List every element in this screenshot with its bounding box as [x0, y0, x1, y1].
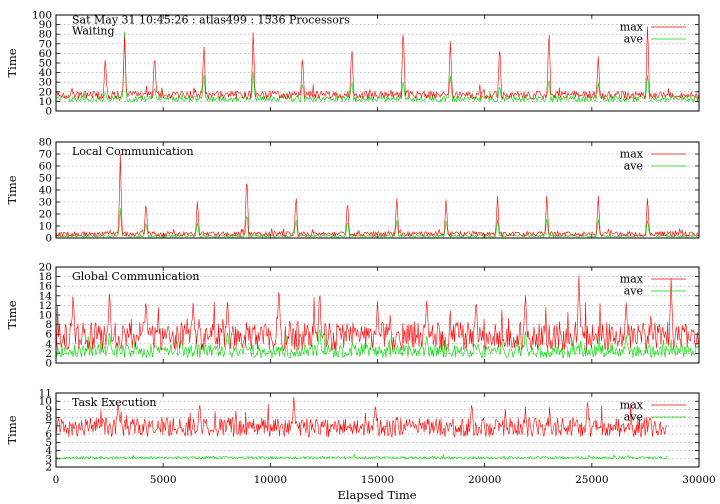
y-tick-label: 2 — [45, 348, 52, 360]
y-tick-label: 18 — [39, 271, 52, 283]
y-tick-label: 70 — [39, 38, 52, 50]
y-tick-label: 80 — [39, 137, 52, 149]
y-tick-label: 60 — [39, 48, 52, 60]
y-tick-label: 14 — [39, 290, 53, 302]
x-tick-label: 0 — [53, 474, 60, 486]
y-tick-label: 2 — [45, 462, 52, 474]
y-tick-label: 0 — [45, 106, 52, 118]
series-line-max — [56, 397, 668, 439]
y-tick-label: 4 — [45, 338, 52, 350]
y-tick-label: 7 — [45, 420, 52, 432]
legend-label-ave: ave — [624, 411, 643, 424]
x-tick-label: 5000 — [150, 474, 177, 486]
y-tick-label: 80 — [39, 29, 52, 41]
x-axis-label: Elapsed Time — [337, 488, 416, 502]
x-tick-label: 30000 — [682, 474, 715, 486]
plot-frame — [55, 392, 700, 468]
y-tick-label: 20 — [39, 86, 52, 98]
y-tick-label: 6 — [45, 329, 52, 341]
series-line-max — [56, 153, 699, 238]
plot-frame — [55, 266, 700, 364]
legend-label-max: max — [620, 273, 644, 286]
series-line-max — [56, 26, 699, 100]
y-tick-label: 30 — [39, 77, 52, 89]
plot-frame — [55, 141, 700, 239]
y-tick-label: 16 — [39, 281, 53, 293]
panel-title: Global Communication — [72, 270, 200, 283]
y-tick-label: 10 — [39, 96, 52, 108]
y-tick-label: 100 — [32, 10, 52, 22]
y-tick-label: 6 — [45, 429, 52, 441]
y-tick-label: 20 — [39, 262, 52, 274]
y-tick-label: 90 — [39, 19, 52, 31]
y-tick-label: 10 — [39, 221, 52, 233]
series-line-max — [56, 275, 699, 352]
y-tick-label: 0 — [45, 233, 52, 245]
y-tick-label: 20 — [39, 209, 52, 221]
y-axis-label: Time — [5, 175, 19, 204]
x-tick-label: 10000 — [254, 474, 287, 486]
legend-label-max: max — [620, 399, 644, 412]
y-tick-label: 4 — [45, 445, 52, 457]
y-tick-label: 12 — [39, 300, 52, 312]
legend-label-ave: ave — [624, 160, 643, 173]
panel-title: Task Execution — [72, 396, 156, 409]
series-line-ave — [56, 453, 668, 460]
y-axis-label: Time — [5, 300, 19, 329]
panels: 0102030405060708090100WaitingTimemaxave0… — [5, 10, 716, 487]
y-axis-label: Time — [5, 48, 19, 77]
plot-frame — [55, 14, 700, 112]
y-tick-label: 11 — [39, 388, 52, 400]
legend-label-max: max — [620, 21, 644, 34]
y-tick-label: 8 — [45, 319, 52, 331]
y-tick-label: 60 — [39, 161, 52, 173]
y-tick-label: 40 — [39, 185, 52, 197]
y-tick-label: 30 — [39, 197, 52, 209]
y-tick-label: 9 — [45, 404, 52, 416]
x-tick-label: 20000 — [468, 474, 501, 486]
legend-label-ave: ave — [624, 285, 643, 298]
x-tick-label: 25000 — [575, 474, 608, 486]
y-tick-label: 5 — [45, 437, 52, 449]
y-tick-label: 70 — [39, 149, 52, 161]
y-tick-label: 40 — [39, 67, 52, 79]
series-line-ave — [56, 31, 699, 103]
legend-label-max: max — [620, 148, 644, 161]
panel-title: Local Communication — [72, 145, 194, 158]
legend-label-ave: ave — [624, 33, 643, 46]
figure-header: Sat May 31 10:45:26 : atlas499 : 1536 Pr… — [72, 14, 350, 27]
panel-title: Waiting — [72, 25, 115, 38]
y-tick-label: 8 — [45, 412, 52, 424]
series-line-ave — [56, 207, 699, 238]
y-tick-label: 50 — [39, 58, 52, 70]
y-axis-label: Time — [5, 415, 19, 444]
y-tick-label: 10 — [39, 396, 52, 408]
y-tick-label: 50 — [39, 173, 52, 185]
x-tick-label: 15000 — [361, 474, 394, 486]
y-tick-label: 10 — [39, 310, 52, 322]
y-tick-label: 3 — [45, 453, 52, 465]
y-tick-label: 0 — [45, 358, 52, 370]
